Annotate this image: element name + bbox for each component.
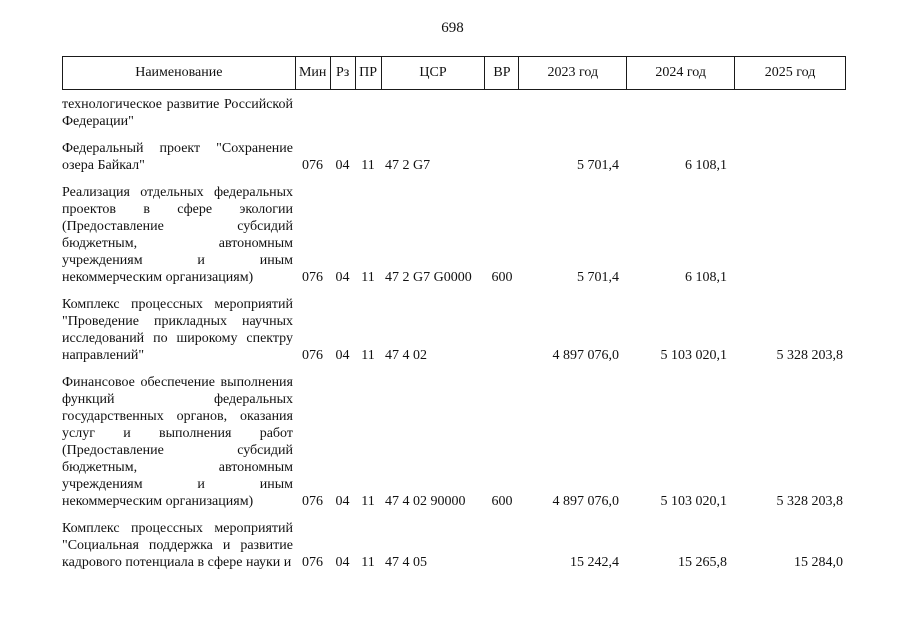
- table-row: Комплекс процессных мероприятий "Социаль…: [62, 520, 846, 571]
- table-row: Реализация отдельных федеральных проекто…: [62, 184, 846, 286]
- cell-2024: 15 265,8: [678, 555, 727, 570]
- cell-2024: 6 108,1: [685, 270, 727, 285]
- cell-name: Финансовое обеспечение выполнения функци…: [62, 375, 293, 509]
- page-number: 698: [441, 20, 464, 36]
- cell-2023: 5 701,4: [577, 270, 619, 285]
- cell-2023: 15 242,4: [570, 555, 619, 570]
- table-header-row: Наименование Мин Рз ПР ЦСР ВР 2023 год 2…: [62, 56, 846, 90]
- cell-pr: 11: [361, 555, 375, 570]
- cell-rz: 04: [335, 494, 350, 509]
- cell-min: 076: [302, 555, 323, 570]
- cell-min: 076: [302, 348, 323, 363]
- table-row: Комплекс процессных мероприятий "Проведе…: [62, 296, 846, 364]
- cell-2025: 15 284,0: [794, 555, 843, 570]
- header-rz: Рз: [331, 57, 356, 89]
- header-name: Наименование: [63, 57, 296, 89]
- cell-pr: 11: [361, 270, 375, 285]
- cell-rz: 04: [335, 555, 350, 570]
- header-2025: 2025 год: [764, 65, 816, 80]
- header-csr: ЦСР: [382, 57, 486, 89]
- cell-csr: 47 4 05: [385, 555, 427, 570]
- cell-csr: 47 2 G7 G0000: [385, 270, 472, 285]
- cell-pr: 11: [361, 494, 375, 509]
- cell-pr: 11: [361, 158, 375, 173]
- header-min: Мин: [296, 57, 331, 89]
- cell-name: Комплекс процессных мероприятий "Социаль…: [62, 521, 293, 570]
- cell-pr: 11: [361, 348, 375, 363]
- cell-name: Федеральный проект "Сохранение озера Бай…: [62, 141, 293, 173]
- cell-2023: 4 897 076,0: [552, 494, 620, 509]
- cell-2025: 5 328 203,8: [776, 348, 844, 363]
- cell-min: 076: [302, 158, 323, 173]
- header-pr: ПР: [356, 57, 382, 89]
- cell-vr: 600: [491, 494, 513, 509]
- cell-vr: 600: [491, 270, 513, 285]
- budget-table: Наименование Мин Рз ПР ЦСР ВР 2023 год 2…: [62, 56, 846, 571]
- cell-name: технологическое развитие Российской Феде…: [62, 97, 293, 129]
- cell-min: 076: [302, 494, 323, 509]
- cell-csr: 47 4 02: [385, 348, 427, 363]
- cell-name: Комплекс процессных мероприятий "Проведе…: [62, 297, 293, 363]
- cell-2023: 5 701,4: [577, 158, 619, 173]
- cell-csr: 47 2 G7: [385, 158, 431, 173]
- table-row: Финансовое обеспечение выполнения функци…: [62, 374, 846, 510]
- header-2023: 2023 год: [519, 57, 628, 89]
- cell-2023: 4 897 076,0: [552, 348, 620, 363]
- table-row: Федеральный проект "Сохранение озера Бай…: [62, 140, 846, 174]
- cell-name: Реализация отдельных федеральных проекто…: [62, 185, 293, 285]
- cell-rz: 04: [335, 348, 350, 363]
- table-row: технологическое развитие Российской Феде…: [62, 96, 846, 130]
- cell-min: 076: [302, 270, 323, 285]
- cell-2024: 5 103 020,1: [660, 348, 728, 363]
- cell-2024: 6 108,1: [685, 158, 727, 173]
- cell-csr: 47 4 02 90000: [385, 494, 466, 509]
- cell-2025: 5 328 203,8: [776, 494, 844, 509]
- cell-rz: 04: [335, 158, 350, 173]
- header-2024: 2024 год: [627, 57, 736, 89]
- header-vr: ВР: [485, 57, 520, 89]
- cell-2024: 5 103 020,1: [660, 494, 728, 509]
- cell-rz: 04: [335, 270, 350, 285]
